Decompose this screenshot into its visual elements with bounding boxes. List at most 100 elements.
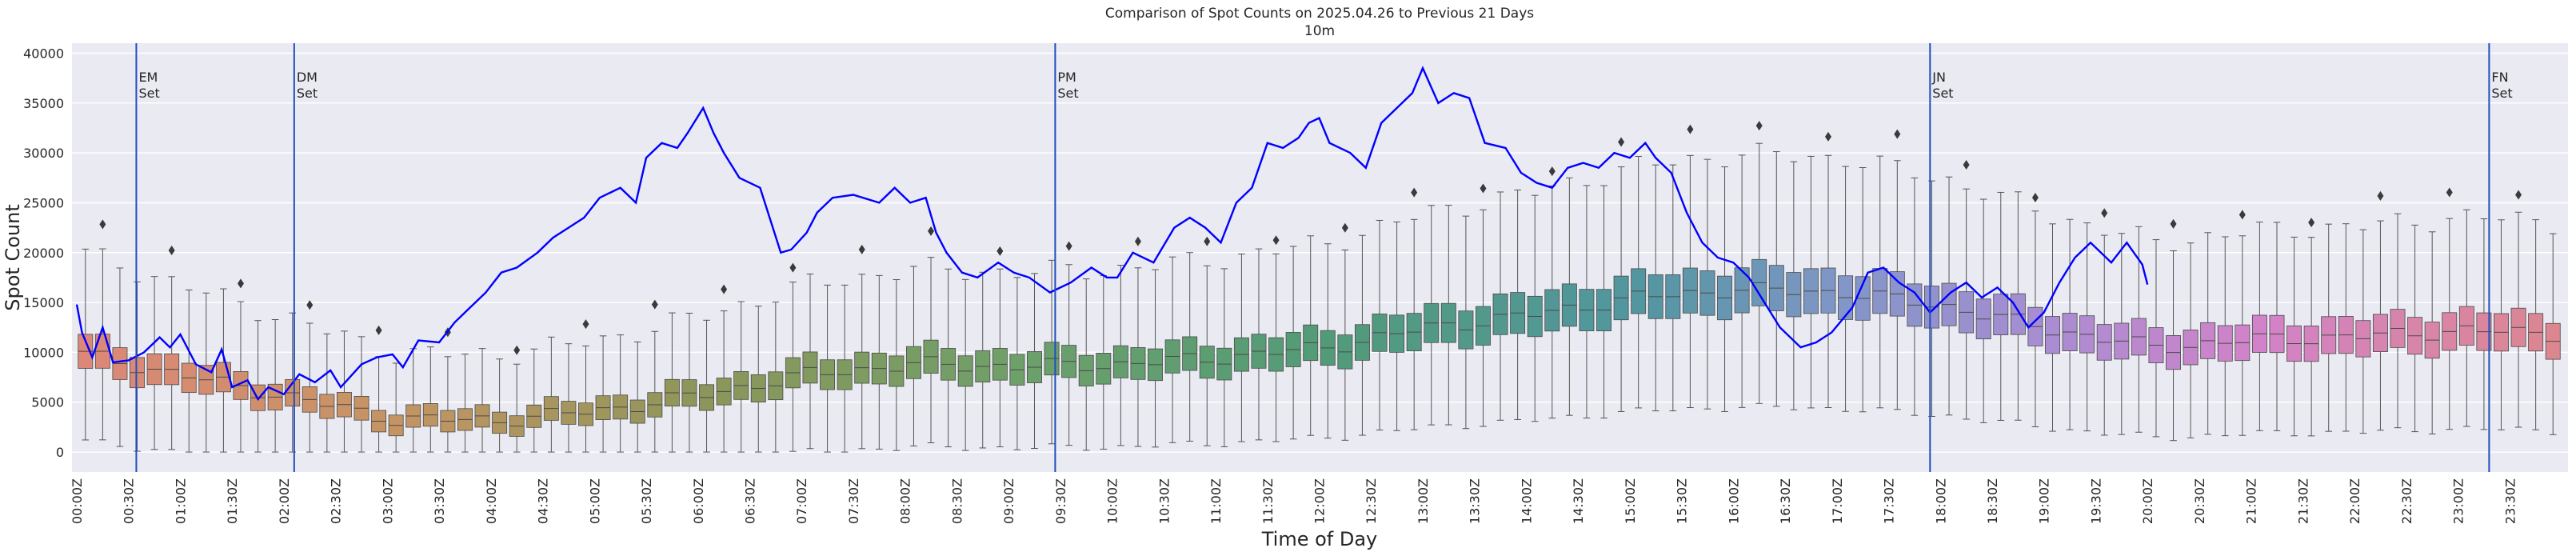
box-plot — [336, 330, 352, 453]
x-tick-label: 13:00Z — [1416, 478, 1431, 524]
box-plot — [1182, 252, 1198, 442]
x-tick-label: 17:00Z — [1830, 478, 1845, 524]
box-plot — [1320, 243, 1336, 439]
box-plot — [1027, 273, 1042, 449]
box-plot — [440, 327, 456, 453]
box-plot — [1078, 278, 1094, 451]
box-plot — [1476, 183, 1491, 427]
box-plot — [1303, 235, 1319, 436]
x-tick-label: 00:30Z — [122, 478, 137, 524]
outlier-marker — [582, 319, 589, 330]
outlier-marker — [858, 244, 865, 254]
box-plot — [1148, 269, 1163, 448]
y-tick-label: 40000 — [23, 46, 64, 61]
x-tick-label: 05:00Z — [587, 478, 602, 524]
x-tick-label: 22:30Z — [2399, 478, 2414, 524]
x-tick-label: 21:00Z — [2244, 478, 2259, 524]
x-tick-label: 11:30Z — [1260, 478, 1276, 524]
box-plot — [992, 246, 1008, 448]
set-marker-sublabel: Set — [2491, 86, 2512, 101]
box-plot — [1872, 155, 1888, 409]
box-plot — [1907, 177, 1923, 416]
box-plot — [768, 302, 784, 453]
outlier-marker — [928, 226, 935, 236]
box-plot — [1527, 194, 1543, 422]
box-plot — [1096, 275, 1112, 450]
x-tick-label: 14:00Z — [1519, 478, 1534, 524]
box-plot — [492, 358, 508, 453]
x-tick-label: 20:00Z — [2140, 478, 2155, 524]
outlier-marker — [513, 345, 521, 355]
set-marker-label: EM — [138, 70, 158, 85]
box-plot — [2148, 239, 2164, 438]
box-plot — [854, 244, 870, 450]
outlier-marker — [2170, 218, 2177, 229]
box-plot — [1993, 191, 2009, 421]
box-plot — [905, 266, 921, 446]
box-plot — [1130, 236, 1146, 447]
outlier-marker — [306, 300, 314, 310]
outlier-marker — [651, 299, 658, 310]
set-marker-label: JN — [1931, 70, 1946, 85]
outlier-marker — [2446, 187, 2453, 198]
outlier-marker — [375, 325, 382, 335]
box-plot — [146, 276, 162, 450]
outlier-marker — [2308, 218, 2315, 228]
box-series — [78, 121, 2561, 453]
x-tick-label: 04:00Z — [484, 478, 499, 524]
box-plot — [1389, 221, 1405, 431]
outlier-marker — [2239, 210, 2246, 220]
box-plot — [2545, 233, 2561, 435]
box-plot — [578, 319, 593, 453]
outlier-marker — [1272, 235, 1280, 246]
box-plot — [1613, 137, 1629, 412]
box-plot — [957, 278, 973, 451]
x-tick-label: 12:00Z — [1312, 478, 1328, 524]
box-plot — [2442, 187, 2458, 430]
y-tick-label: 30000 — [23, 146, 64, 161]
set-marker-sublabel: Set — [1932, 86, 1953, 101]
outlier-marker — [1755, 121, 1763, 131]
box-plot — [1596, 185, 1611, 419]
box-plot — [353, 336, 369, 453]
x-tick-label: 11:00Z — [1208, 478, 1224, 524]
x-tick-label: 22:00Z — [2347, 478, 2362, 524]
set-marker-label: DM — [297, 70, 318, 85]
outlier-marker — [1894, 129, 1901, 139]
box-plot — [733, 301, 749, 453]
box-plot — [526, 348, 542, 453]
box-plot — [2079, 222, 2095, 432]
x-tick-label: 04:30Z — [536, 478, 551, 524]
box-plot — [1647, 164, 1663, 412]
set-marker-label: PM — [1057, 70, 1076, 85]
box-plot — [1424, 205, 1440, 426]
box-plot — [2303, 218, 2319, 437]
box-plot — [647, 299, 663, 453]
outlier-marker — [1825, 131, 1832, 142]
box-plot — [198, 292, 214, 453]
box-plot — [2424, 231, 2440, 434]
box-plot — [1009, 277, 1025, 450]
box-plot — [1631, 155, 1647, 409]
box-plot — [405, 348, 421, 453]
box-plot — [388, 362, 404, 453]
box-plot — [2390, 213, 2406, 429]
y-tick-label: 5000 — [31, 395, 64, 410]
x-tick-label: 07:30Z — [846, 478, 861, 524]
x-tick-label: 01:30Z — [225, 478, 240, 524]
comparison-line-series — [75, 66, 2149, 402]
y-axis-ticks: 0 5000 10000 15000 20000 25000 30000 35000 40000 — [23, 46, 64, 460]
box-plot — [2235, 210, 2251, 436]
chart-subtitle: 10m — [1304, 23, 1335, 39]
box-plot — [941, 268, 957, 448]
outlier-marker — [2377, 190, 2384, 201]
x-tick-label: 21:30Z — [2295, 478, 2310, 524]
outlier-marker — [1618, 137, 1625, 147]
outlier-marker — [2101, 208, 2108, 218]
box-plot — [2200, 232, 2216, 435]
box-plot — [457, 354, 473, 453]
x-tick-label: 18:30Z — [1985, 478, 2000, 524]
box-plot — [1354, 234, 1370, 436]
outlier-marker — [721, 284, 728, 294]
